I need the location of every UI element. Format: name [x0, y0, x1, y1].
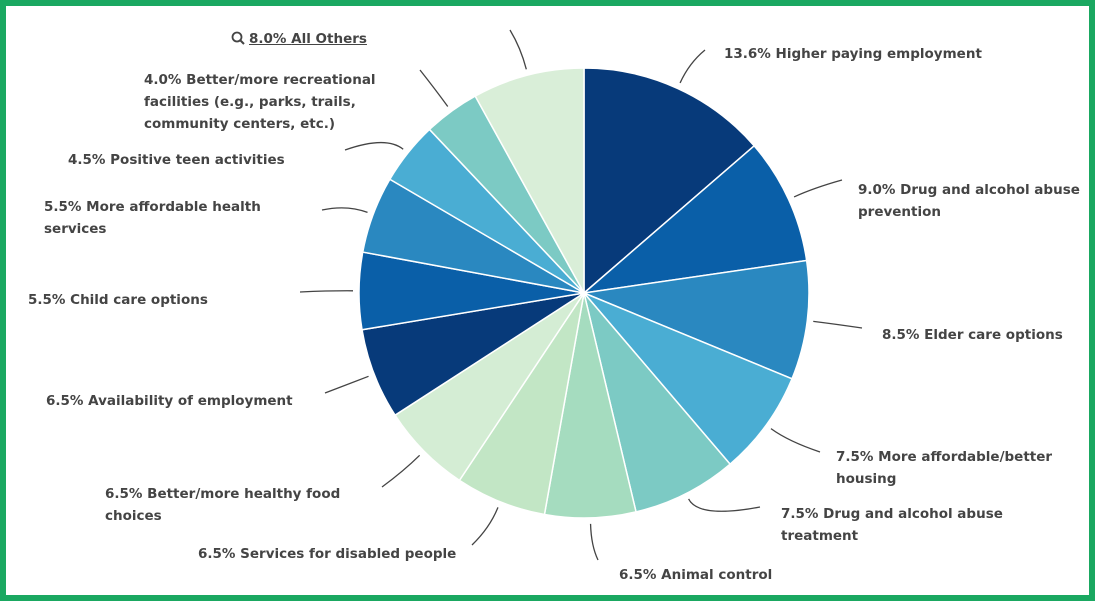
leader-line [419, 69, 449, 107]
category-label: Elder care options [924, 327, 1063, 343]
value-label: 6.5% [105, 486, 143, 502]
value-label: 4.5% [68, 152, 106, 168]
slice [581, 259, 810, 380]
value-label: 5.5% [28, 292, 66, 308]
category-label: All Others [291, 31, 367, 47]
leader-line [381, 454, 421, 488]
category-label: Child care options [70, 292, 208, 308]
slice-label: 4.5% Positive teen activities [68, 149, 338, 171]
slice-label: 8.5% Elder care options [882, 324, 1082, 346]
value-label: 7.5% [781, 506, 819, 522]
leader-line [589, 523, 599, 561]
slice-label: 5.5% More affordable health services [44, 196, 284, 240]
category-label: Availability of employment [88, 393, 293, 409]
value-label: 13.6% [724, 46, 771, 62]
category-label: Better/more healthy food choices [105, 486, 341, 524]
leader-line [793, 179, 843, 198]
slice-label: 9.0% Drug and alcohol abuse prevention [858, 179, 1089, 223]
value-label: 5.5% [44, 199, 82, 215]
slice-label: 6.5% Availability of employment [46, 390, 326, 412]
value-label: 4.0% [144, 72, 182, 88]
leader-line [770, 428, 821, 453]
leader-line [471, 507, 499, 546]
category-label: More affordable/better housing [836, 449, 1053, 487]
category-label: Drug and alcohol abuse prevention [858, 182, 1080, 220]
leader-line [813, 320, 863, 329]
value-label: 9.0% [858, 182, 896, 198]
zoom-icon [231, 31, 245, 45]
leader-line [509, 29, 527, 70]
category-label: Better/more recreational facilities (e.g… [144, 72, 376, 132]
slice-label: 4.0% Better/more recreational facilities… [144, 69, 389, 135]
leader-line [344, 141, 404, 151]
slice-label: 6.5% Services for disabled people [198, 543, 488, 565]
slice-label: 7.5% More affordable/better housing [836, 446, 1071, 490]
slice-label[interactable]: 8.0% All Others [231, 28, 431, 50]
value-label: 6.5% [46, 393, 84, 409]
leader-line [688, 498, 761, 512]
category-label: Animal control [661, 567, 773, 583]
category-label: Positive teen activities [110, 152, 285, 168]
category-label: Services for disabled people [240, 546, 457, 562]
slice [583, 67, 756, 295]
slice-label: 5.5% Child care options [28, 289, 288, 311]
value-label: 6.5% [619, 567, 657, 583]
category-label: More affordable health services [44, 199, 261, 237]
value-label: 7.5% [836, 449, 874, 465]
slice [581, 144, 808, 295]
category-label: Higher paying employment [775, 46, 982, 62]
slice-label: 7.5% Drug and alcohol abuse treatment [781, 503, 1021, 547]
leader-line [679, 49, 706, 84]
value-label: 8.5% [882, 327, 920, 343]
slice [583, 292, 793, 466]
slice [583, 292, 732, 513]
value-label: 8.0% [249, 31, 287, 47]
slice-label: 6.5% Better/more healthy food choices [105, 483, 355, 527]
category-label: Drug and alcohol abuse treatment [781, 506, 1003, 544]
leader-line [324, 375, 369, 394]
slice-label: 13.6% Higher paying employment [724, 43, 1024, 65]
value-label: 6.5% [198, 546, 236, 562]
slice-label: 6.5% Animal control [619, 564, 819, 586]
leader-line [299, 290, 354, 293]
slice [474, 67, 585, 294]
leader-line [321, 207, 368, 214]
